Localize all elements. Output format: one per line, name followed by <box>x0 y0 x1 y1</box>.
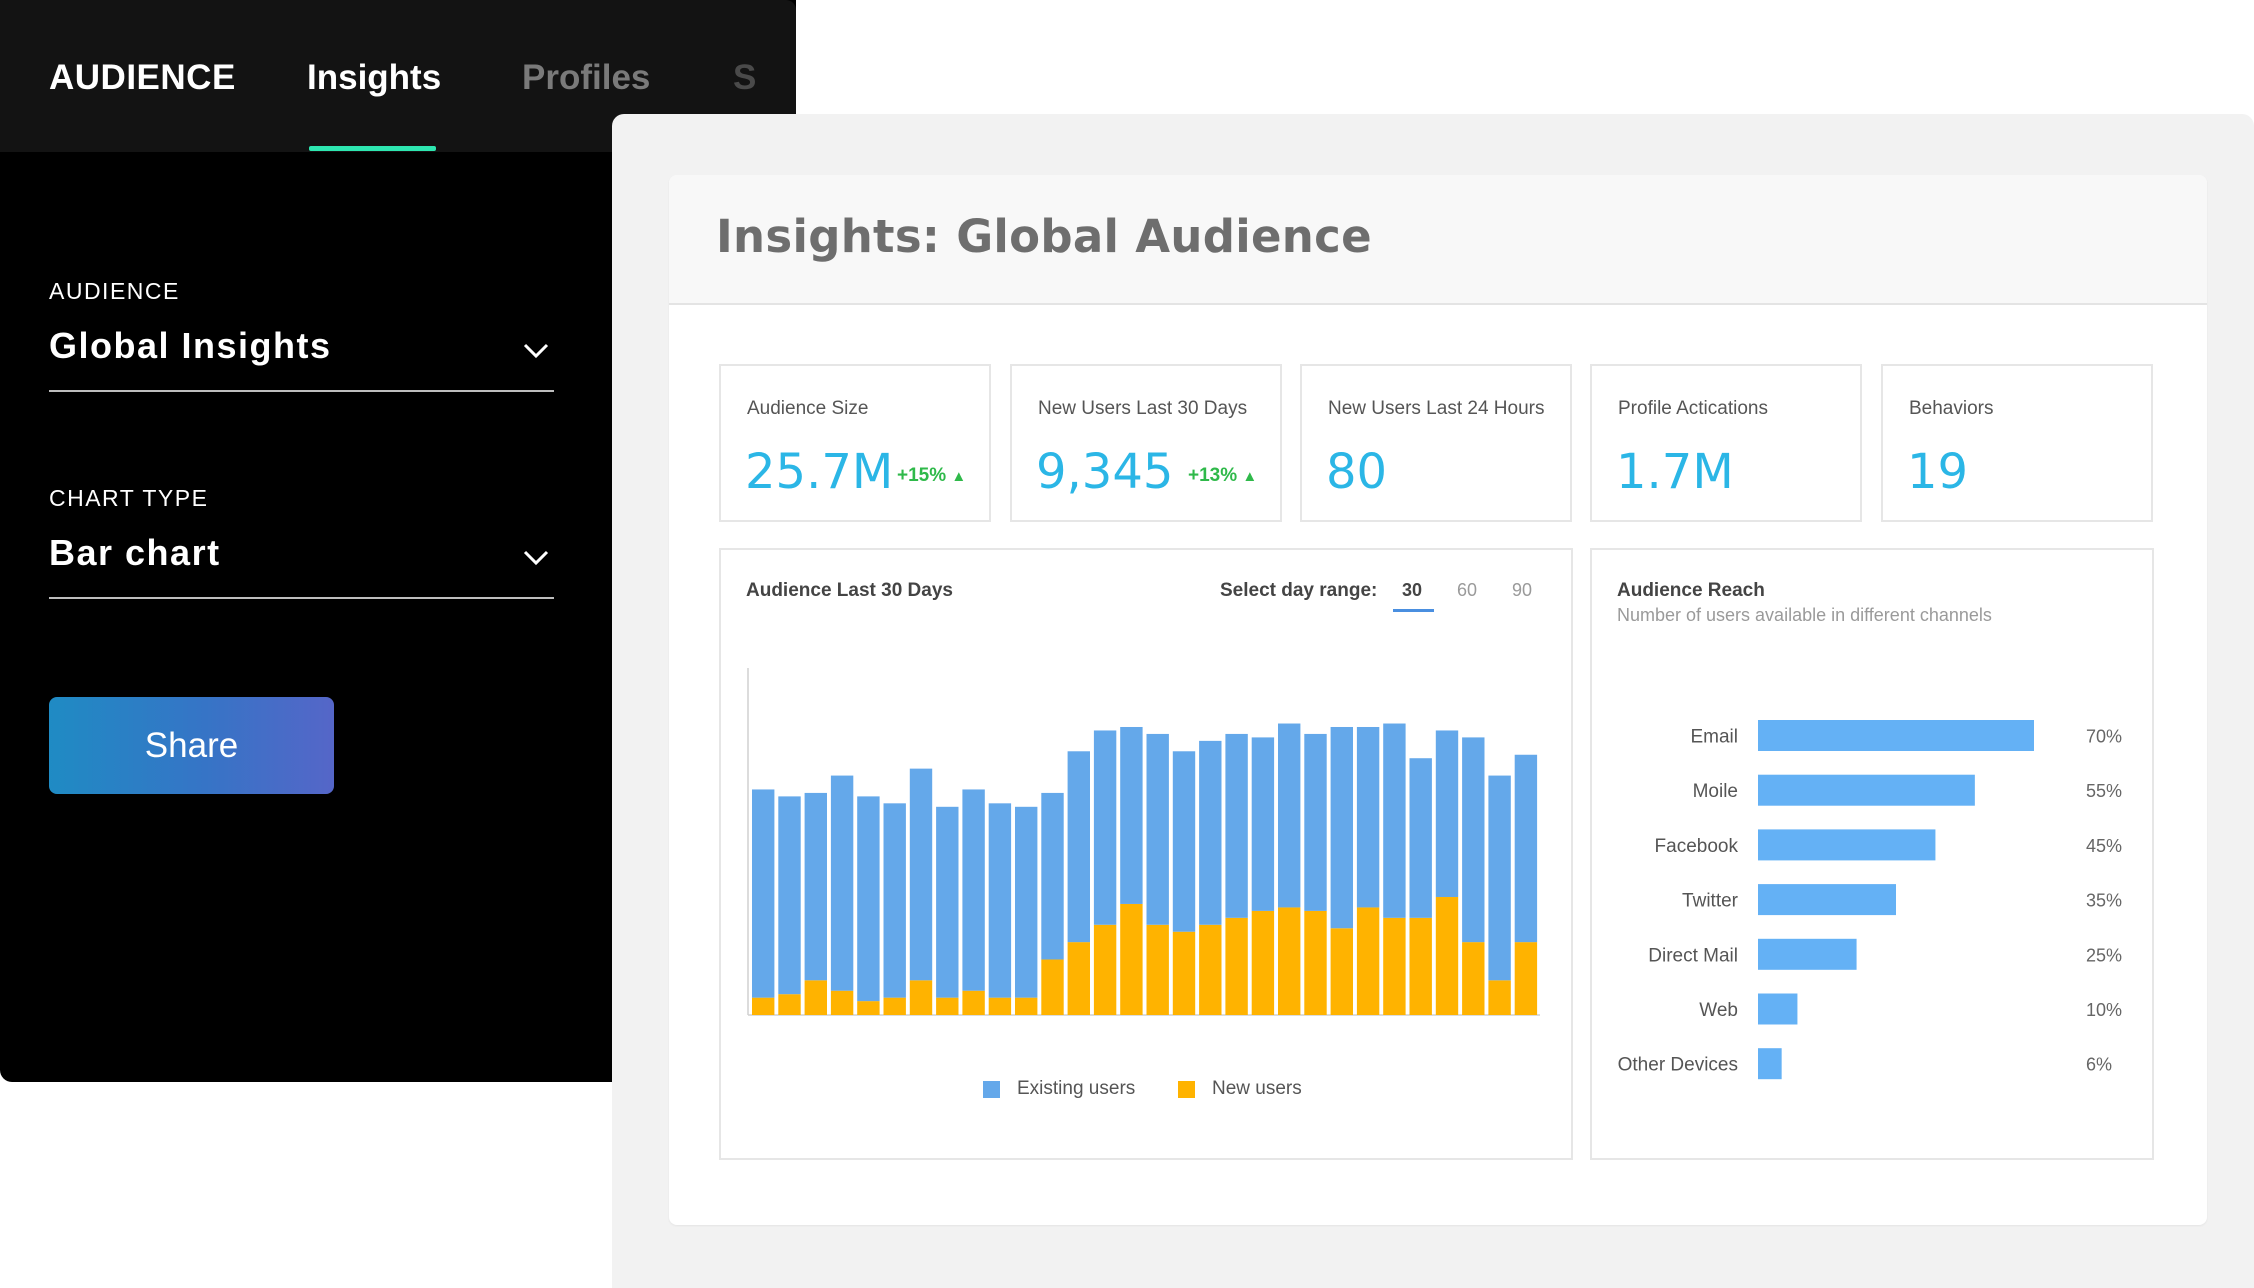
day-range-90[interactable]: 90 <box>1512 580 1533 600</box>
stat-card-new-users-24-hours: New Users Last 24 Hours 80 <box>1300 364 1572 522</box>
stat-value: 19 <box>1907 444 1969 500</box>
stat-card-behaviors: Behaviors 19 <box>1881 364 2153 522</box>
share-button[interactable]: Share <box>49 697 334 794</box>
page-title: Insights: Global Audience <box>716 210 1372 263</box>
stat-delta-badge: +13% ▲ <box>1188 465 1257 487</box>
stat-value: 80 <box>1326 444 1388 500</box>
stat-label: New Users Last 30 Days <box>1038 398 1248 419</box>
stat-label: Audience Size <box>747 398 869 419</box>
chart-type-select[interactable]: Bar chart <box>49 532 221 573</box>
tab-truncated[interactable]: S <box>733 58 755 97</box>
chart-type-field-underline <box>49 597 554 599</box>
stat-delta-badge: +15% ▲ <box>897 465 966 487</box>
triangle-up-icon: ▲ <box>951 468 967 485</box>
stat-value: 9,345 <box>1036 444 1174 500</box>
legend-new-users: New users <box>1212 1078 1302 1099</box>
stat-delta-text: +15% <box>897 465 947 486</box>
stat-label: New Users Last 24 Hours <box>1328 398 1545 419</box>
stat-delta-text: +13% <box>1188 465 1238 486</box>
day-range-label: Select day range: <box>1220 580 1378 601</box>
audience-30-days-panel <box>719 548 1573 1160</box>
panel-subtitle: Number of users available in different c… <box>1617 605 1992 625</box>
audience-field-label: AUDIENCE <box>49 278 180 304</box>
chevron-down-icon[interactable] <box>523 550 549 566</box>
audience-select[interactable]: Global Insights <box>49 325 332 366</box>
stat-label: Behaviors <box>1909 398 1994 419</box>
tab-profiles[interactable]: Profiles <box>522 58 651 97</box>
day-range-60[interactable]: 60 <box>1457 580 1478 600</box>
chevron-down-icon[interactable] <box>523 343 549 359</box>
stat-value: 25.7M <box>745 444 894 500</box>
active-tab-indicator <box>309 146 436 151</box>
audience-reach-panel <box>1590 548 2154 1160</box>
stat-label: Profile Actications <box>1618 398 1768 419</box>
legend-existing-users: Existing users <box>1017 1078 1136 1099</box>
day-range-30[interactable]: 30 <box>1402 580 1423 600</box>
stat-card-profile-activations: Profile Actications 1.7M <box>1590 364 1862 522</box>
panel-title: Audience Reach <box>1617 580 1765 601</box>
day-range-selected-indicator <box>1393 609 1434 612</box>
chart-type-field-label: CHART TYPE <box>49 485 209 511</box>
legend-swatch-new-users <box>1178 1081 1195 1098</box>
stat-card-new-users-30-days: New Users Last 30 Days 9,345 +13% ▲ <box>1010 364 1282 522</box>
stat-value: 1.7M <box>1616 444 1734 500</box>
tab-insights[interactable]: Insights <box>307 58 442 97</box>
legend-swatch-existing-users <box>983 1081 1000 1098</box>
panel-title: Audience Last 30 Days <box>746 580 953 601</box>
nav-brand: AUDIENCE <box>49 58 236 97</box>
triangle-up-icon: ▲ <box>1242 468 1258 485</box>
audience-field-underline <box>49 390 554 392</box>
dashboard-header <box>669 175 2207 305</box>
stat-card-audience-size: Audience Size 25.7M +15% ▲ <box>719 364 991 522</box>
